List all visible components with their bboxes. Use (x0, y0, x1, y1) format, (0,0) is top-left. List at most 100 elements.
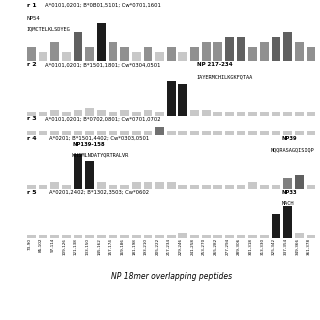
Bar (295, 175, 304, 189)
Bar (132, 131, 140, 135)
Bar (108, 112, 117, 116)
Bar (167, 81, 176, 116)
Bar (248, 235, 257, 238)
Bar (190, 131, 199, 135)
Bar (62, 112, 71, 116)
Bar (190, 235, 199, 238)
Text: 313-330: 313-330 (260, 238, 264, 255)
Bar (295, 131, 304, 135)
Bar (190, 110, 199, 116)
Bar (213, 42, 222, 61)
Bar (307, 186, 315, 189)
Bar (108, 42, 117, 61)
Bar (307, 235, 315, 238)
Bar (27, 131, 36, 135)
Text: 73-90: 73-90 (28, 238, 31, 250)
Bar (202, 235, 211, 238)
Bar (39, 131, 47, 135)
Bar (155, 127, 164, 135)
Bar (190, 186, 199, 189)
Text: NP 18mer overlapping peptides: NP 18mer overlapping peptides (111, 272, 232, 281)
Text: 217-234: 217-234 (167, 238, 171, 255)
Bar (62, 131, 71, 135)
Text: 349-366: 349-366 (295, 238, 299, 255)
Bar (144, 131, 152, 135)
Text: 169-186: 169-186 (121, 238, 124, 255)
Bar (132, 182, 140, 189)
Bar (202, 110, 211, 116)
Bar (179, 233, 187, 238)
Text: 337-354: 337-354 (284, 238, 288, 255)
Bar (248, 131, 257, 135)
Bar (144, 182, 152, 189)
Text: MACH: MACH (282, 201, 294, 206)
Bar (213, 235, 222, 238)
Bar (39, 52, 47, 61)
Bar (283, 179, 292, 189)
Bar (237, 186, 245, 189)
Text: 145-162: 145-162 (97, 238, 101, 255)
Bar (120, 47, 129, 61)
Bar (132, 52, 140, 61)
Bar (307, 131, 315, 135)
Bar (50, 235, 59, 238)
Bar (50, 110, 59, 116)
Bar (237, 37, 245, 61)
Bar (248, 47, 257, 61)
Text: NP 217-234: NP 217-234 (197, 62, 232, 68)
Bar (179, 52, 187, 61)
Bar (108, 186, 117, 189)
Bar (307, 47, 315, 61)
Text: 97-114: 97-114 (51, 238, 55, 252)
Text: 157-174: 157-174 (109, 238, 113, 255)
Text: 253-270: 253-270 (202, 238, 206, 255)
Bar (155, 235, 164, 238)
Bar (120, 131, 129, 135)
Bar (237, 235, 245, 238)
Bar (167, 182, 176, 189)
Text: A*0201; B*1501,4402; Cw*0303,0501: A*0201; B*1501,4402; Cw*0303,0501 (49, 136, 149, 141)
Bar (283, 131, 292, 135)
Bar (213, 112, 222, 116)
Bar (167, 235, 176, 238)
Bar (50, 42, 59, 61)
Text: A*0101,0201; B*0B01,5101; Cw*0701,1601: A*0101,0201; B*0B01,5101; Cw*0701,1601 (45, 3, 161, 8)
Bar (179, 131, 187, 135)
Bar (50, 131, 59, 135)
Bar (307, 112, 315, 116)
Text: r 3: r 3 (27, 116, 36, 121)
Text: NP33: NP33 (282, 190, 298, 195)
Text: 181-198: 181-198 (132, 238, 136, 255)
Bar (97, 110, 106, 116)
Bar (155, 52, 164, 61)
Bar (144, 235, 152, 238)
Bar (225, 186, 234, 189)
Bar (39, 112, 47, 116)
Bar (97, 235, 106, 238)
Bar (260, 131, 269, 135)
Bar (225, 37, 234, 61)
Bar (144, 47, 152, 61)
Text: 121-138: 121-138 (74, 238, 78, 255)
Bar (85, 47, 94, 61)
Bar (120, 110, 129, 116)
Text: NQQRASAGQISIQP: NQQRASAGQISIQP (270, 148, 314, 153)
Text: NP39: NP39 (282, 136, 298, 141)
Text: 229-246: 229-246 (179, 238, 183, 255)
Text: 289-306: 289-306 (237, 238, 241, 255)
Bar (213, 186, 222, 189)
Bar (202, 186, 211, 189)
Text: 109-126: 109-126 (62, 238, 66, 255)
Bar (272, 214, 280, 238)
Bar (202, 131, 211, 135)
Bar (225, 131, 234, 135)
Bar (167, 131, 176, 135)
Bar (97, 131, 106, 135)
Bar (225, 112, 234, 116)
Bar (27, 47, 36, 61)
Bar (179, 186, 187, 189)
Bar (283, 32, 292, 61)
Bar (248, 182, 257, 189)
Text: A*0101,0201; B*0702,0801; Cw*0701,0702: A*0101,0201; B*0702,0801; Cw*0701,0702 (45, 116, 161, 121)
Bar (237, 112, 245, 116)
